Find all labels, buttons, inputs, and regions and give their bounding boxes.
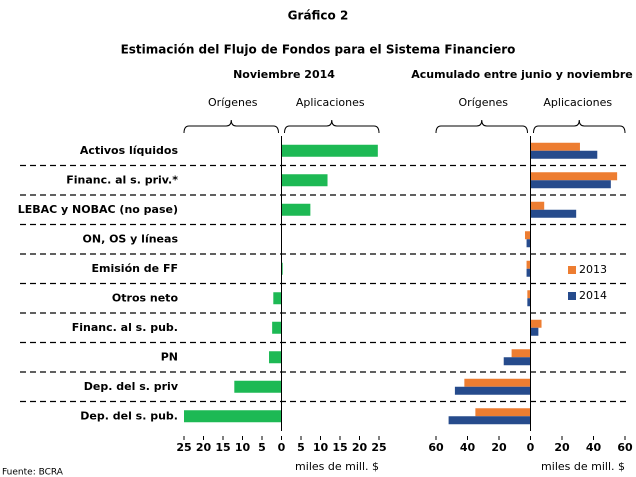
x-axis-label: miles de mill. $ [295,460,379,473]
legend-swatch [568,266,576,274]
bar [464,378,531,387]
bar [234,380,282,393]
category-label: PN [161,350,178,363]
chart-title: Gráfico 2 [288,9,349,23]
brace [533,119,626,134]
bar [530,201,545,210]
x-tick-label: 15 [215,441,230,454]
bar [281,144,378,157]
x-tick-label: 20 [352,441,368,454]
x-tick-label: 60 [617,441,633,454]
bar [526,260,531,269]
bar [272,321,282,334]
x-tick-label: 20 [554,441,570,454]
bar [524,231,531,240]
category-label: Financ. al s. priv.* [66,173,178,186]
brace [183,119,279,134]
bar [526,239,531,248]
legend-swatch [568,292,576,300]
bar [281,262,283,275]
x-tick-label: 0 [278,441,286,454]
x-tick-label: 5 [297,441,305,454]
bar [269,351,282,364]
category-label: Activos líquidos [80,144,179,157]
bar [530,172,618,181]
bar [184,410,282,423]
bar [454,386,531,395]
x-tick-label: 15 [332,441,347,454]
x-tick-label: 25 [371,441,386,454]
x-tick-label: 60 [428,441,444,454]
x-tick-label: 20 [491,441,507,454]
annotation: Orígenes [208,96,258,109]
panel-title: Noviembre 2014 [233,68,335,81]
annotation: Aplicaciones [296,96,365,109]
x-tick-label: 0 [527,441,535,454]
category-label: Emisión de FF [92,262,178,275]
bar [530,150,598,159]
bar [281,174,328,187]
annotation: Aplicaciones [543,96,612,109]
bar [526,268,531,277]
annotation: Orígenes [459,96,509,109]
bar [530,180,611,189]
legend-label: 2014 [579,289,607,302]
bar [530,142,580,151]
x-tick-label: 20 [196,441,212,454]
bar [503,357,531,366]
category-label: ON, OS y líneas [83,232,179,245]
x-tick-label: 10 [313,441,329,454]
bar [530,209,577,218]
category-label: Otros neto [112,291,179,304]
x-tick-label: 40 [586,441,602,454]
bar [273,292,282,305]
bar [530,327,539,336]
bar [281,203,311,216]
bar [511,349,531,358]
x-axis-label: miles de mill. $ [541,460,625,473]
category-label: LEBAC y NOBAC (no pase) [18,203,178,216]
x-tick-label: 25 [176,441,191,454]
category-label: Dep. del s. pub. [80,409,178,422]
bar [475,408,531,417]
category-label: Financ. al s. pub. [72,321,178,334]
x-tick-label: 5 [258,441,266,454]
x-tick-label: 10 [235,441,251,454]
bar [527,298,531,307]
panel-title: Acumulado entre junio y noviembre [411,68,632,81]
bar [527,290,531,299]
source: Fuente: BCRA [2,468,64,477]
category-label: Dep. del s. priv [84,380,179,393]
x-tick-label: 40 [460,441,476,454]
legend-label: 2013 [579,263,607,276]
chart-subtitle: Estimación del Flujo de Fondos para el S… [121,43,516,57]
bar [448,416,531,425]
bar [530,319,542,328]
brace [284,119,380,134]
brace [435,119,528,134]
